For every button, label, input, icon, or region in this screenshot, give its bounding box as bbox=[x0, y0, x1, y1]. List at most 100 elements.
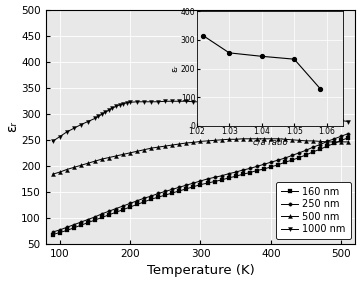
500 nm bbox=[142, 148, 146, 151]
500 nm bbox=[248, 137, 252, 140]
1000 nm bbox=[290, 109, 294, 112]
Line: 250 nm: 250 nm bbox=[51, 132, 350, 234]
250 nm bbox=[318, 143, 322, 146]
500 nm bbox=[205, 139, 210, 143]
160 nm bbox=[79, 224, 83, 227]
500 nm bbox=[339, 140, 344, 143]
500 nm bbox=[149, 147, 153, 150]
250 nm bbox=[149, 194, 153, 198]
1000 nm bbox=[248, 102, 252, 105]
Line: 500 nm: 500 nm bbox=[51, 137, 351, 176]
1000 nm bbox=[198, 100, 203, 104]
1000 nm bbox=[339, 119, 344, 122]
1000 nm bbox=[121, 102, 125, 106]
160 nm bbox=[240, 173, 245, 176]
160 nm bbox=[51, 233, 55, 236]
250 nm bbox=[156, 192, 160, 195]
160 nm bbox=[325, 144, 330, 148]
160 nm bbox=[93, 218, 97, 222]
160 nm bbox=[219, 178, 224, 182]
500 nm bbox=[93, 160, 97, 163]
160 nm bbox=[332, 142, 336, 145]
1000 nm bbox=[191, 100, 196, 104]
1000 nm bbox=[311, 114, 316, 117]
1000 nm bbox=[149, 100, 153, 104]
250 nm bbox=[311, 145, 316, 149]
1000 nm bbox=[304, 113, 308, 117]
250 nm bbox=[170, 188, 174, 191]
500 nm bbox=[283, 138, 287, 141]
500 nm bbox=[156, 145, 160, 149]
1000 nm bbox=[318, 116, 322, 119]
160 nm bbox=[135, 203, 139, 206]
160 nm bbox=[318, 147, 322, 151]
160 nm bbox=[311, 150, 316, 153]
Line: 160 nm: 160 nm bbox=[51, 136, 350, 236]
1000 nm bbox=[114, 105, 118, 108]
500 nm bbox=[311, 139, 316, 143]
1000 nm bbox=[96, 115, 101, 118]
160 nm bbox=[234, 175, 238, 178]
160 nm bbox=[226, 176, 231, 179]
500 nm bbox=[191, 141, 196, 144]
250 nm bbox=[205, 177, 210, 181]
1000 nm bbox=[79, 123, 83, 127]
160 nm bbox=[86, 221, 90, 224]
160 nm bbox=[177, 189, 182, 192]
250 nm bbox=[248, 167, 252, 170]
500 nm bbox=[177, 142, 182, 146]
1000 nm bbox=[219, 100, 224, 104]
500 nm bbox=[184, 141, 188, 145]
1000 nm bbox=[205, 100, 210, 104]
250 nm bbox=[297, 151, 301, 155]
1000 nm bbox=[86, 120, 90, 123]
500 nm bbox=[51, 173, 55, 176]
160 nm bbox=[170, 191, 174, 195]
250 nm bbox=[226, 172, 231, 175]
160 nm bbox=[142, 200, 146, 203]
1000 nm bbox=[269, 105, 273, 109]
250 nm bbox=[325, 140, 330, 143]
250 nm bbox=[57, 228, 62, 232]
X-axis label: Temperature (K): Temperature (K) bbox=[147, 264, 255, 277]
250 nm bbox=[163, 190, 168, 193]
160 nm bbox=[149, 198, 153, 201]
500 nm bbox=[269, 137, 273, 140]
160 nm bbox=[191, 185, 196, 188]
1000 nm bbox=[212, 100, 217, 104]
500 nm bbox=[276, 137, 280, 140]
500 nm bbox=[100, 157, 104, 161]
500 nm bbox=[163, 144, 168, 148]
1000 nm bbox=[156, 100, 160, 104]
1000 nm bbox=[117, 103, 122, 107]
160 nm bbox=[212, 180, 217, 183]
1000 nm bbox=[51, 140, 55, 143]
500 nm bbox=[71, 166, 76, 169]
250 nm bbox=[212, 176, 217, 179]
500 nm bbox=[262, 137, 266, 140]
X-axis label: c/a ratio: c/a ratio bbox=[253, 138, 287, 147]
500 nm bbox=[234, 138, 238, 141]
250 nm bbox=[142, 196, 146, 200]
500 nm bbox=[57, 170, 62, 174]
1000 nm bbox=[297, 111, 301, 114]
250 nm bbox=[121, 204, 125, 208]
250 nm bbox=[107, 209, 111, 213]
500 nm bbox=[128, 151, 132, 155]
250 nm bbox=[177, 186, 182, 189]
1000 nm bbox=[332, 118, 336, 121]
250 nm bbox=[304, 149, 308, 152]
1000 nm bbox=[346, 120, 351, 123]
160 nm bbox=[128, 205, 132, 209]
1000 nm bbox=[184, 100, 188, 103]
250 nm bbox=[240, 168, 245, 172]
1000 nm bbox=[93, 117, 97, 120]
250 nm bbox=[262, 163, 266, 166]
1000 nm bbox=[71, 127, 76, 130]
1000 nm bbox=[226, 100, 231, 104]
1000 nm bbox=[163, 100, 168, 103]
160 nm bbox=[184, 187, 188, 190]
250 nm bbox=[290, 154, 294, 157]
250 nm bbox=[219, 174, 224, 177]
500 nm bbox=[107, 156, 111, 159]
